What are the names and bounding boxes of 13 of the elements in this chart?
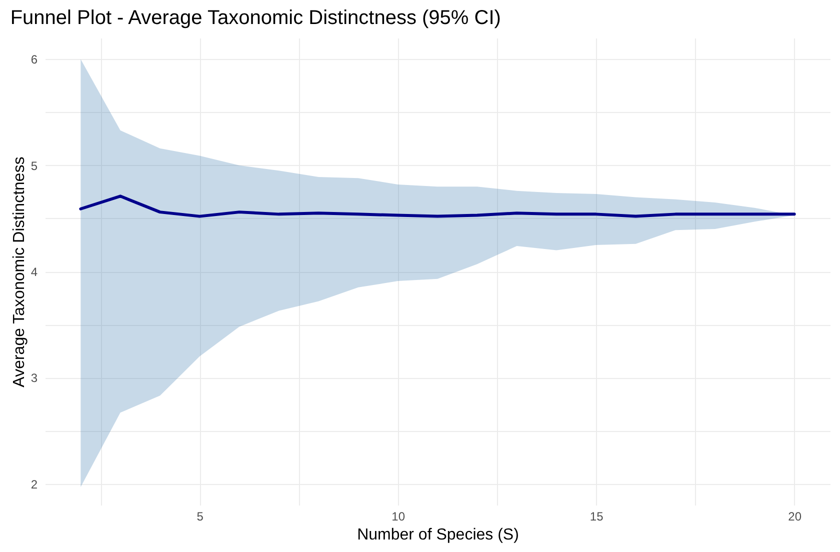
x-tick-label: 10 [392,510,406,524]
x-tick-label: 20 [788,510,802,524]
y-tick-label: 2 [30,477,38,492]
y-tick-label: 5 [30,158,38,173]
line-series [79,194,796,218]
y-tick-label: 3 [30,371,38,386]
chart-title: Funnel Plot - Average Taxonomic Distinctness (95% CI) [10,7,501,29]
x-axis-title: Number of Species (S) [357,526,519,544]
x-tick-label: 5 [196,510,204,524]
y-tick-label: 4 [30,265,38,279]
y-tick-label: 6 [30,52,38,67]
x-tick-label: 15 [590,510,604,524]
y-axis-title: Average Taxonomic Distinctness [10,156,28,388]
